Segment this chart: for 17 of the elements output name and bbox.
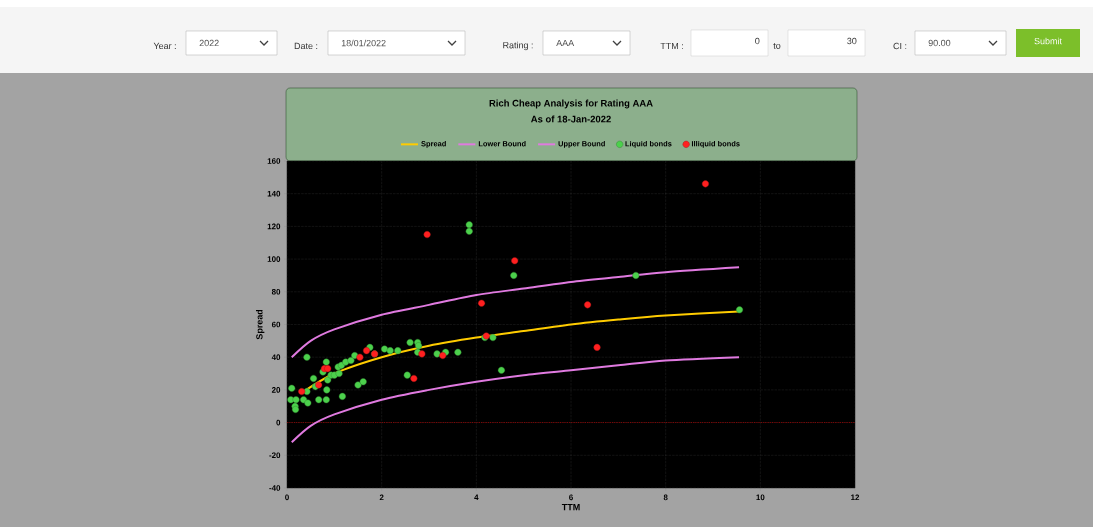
text: AAA (556, 39, 575, 47)
text: Year : (153, 42, 176, 50)
text: 0 (755, 37, 760, 45)
text: to (773, 43, 781, 49)
text: Submit (1034, 37, 1062, 45)
y-axis-title: Spread (255, 309, 265, 340)
chart-title: Rich Cheap Analysis for Rating AAA (489, 99, 653, 109)
text: 90.00 (928, 39, 951, 47)
text: Rating : (503, 41, 533, 51)
chart-subtitle: As of 18-Jan-2022 (531, 115, 611, 123)
x-axis-title: TTM (561, 503, 580, 511)
text: 30 (847, 37, 857, 45)
text: TTM : (660, 42, 683, 50)
text: 2022 (199, 39, 219, 47)
text: CI : (893, 42, 907, 50)
text: Date : (294, 42, 318, 50)
text: 18/01/2022 (341, 39, 386, 47)
